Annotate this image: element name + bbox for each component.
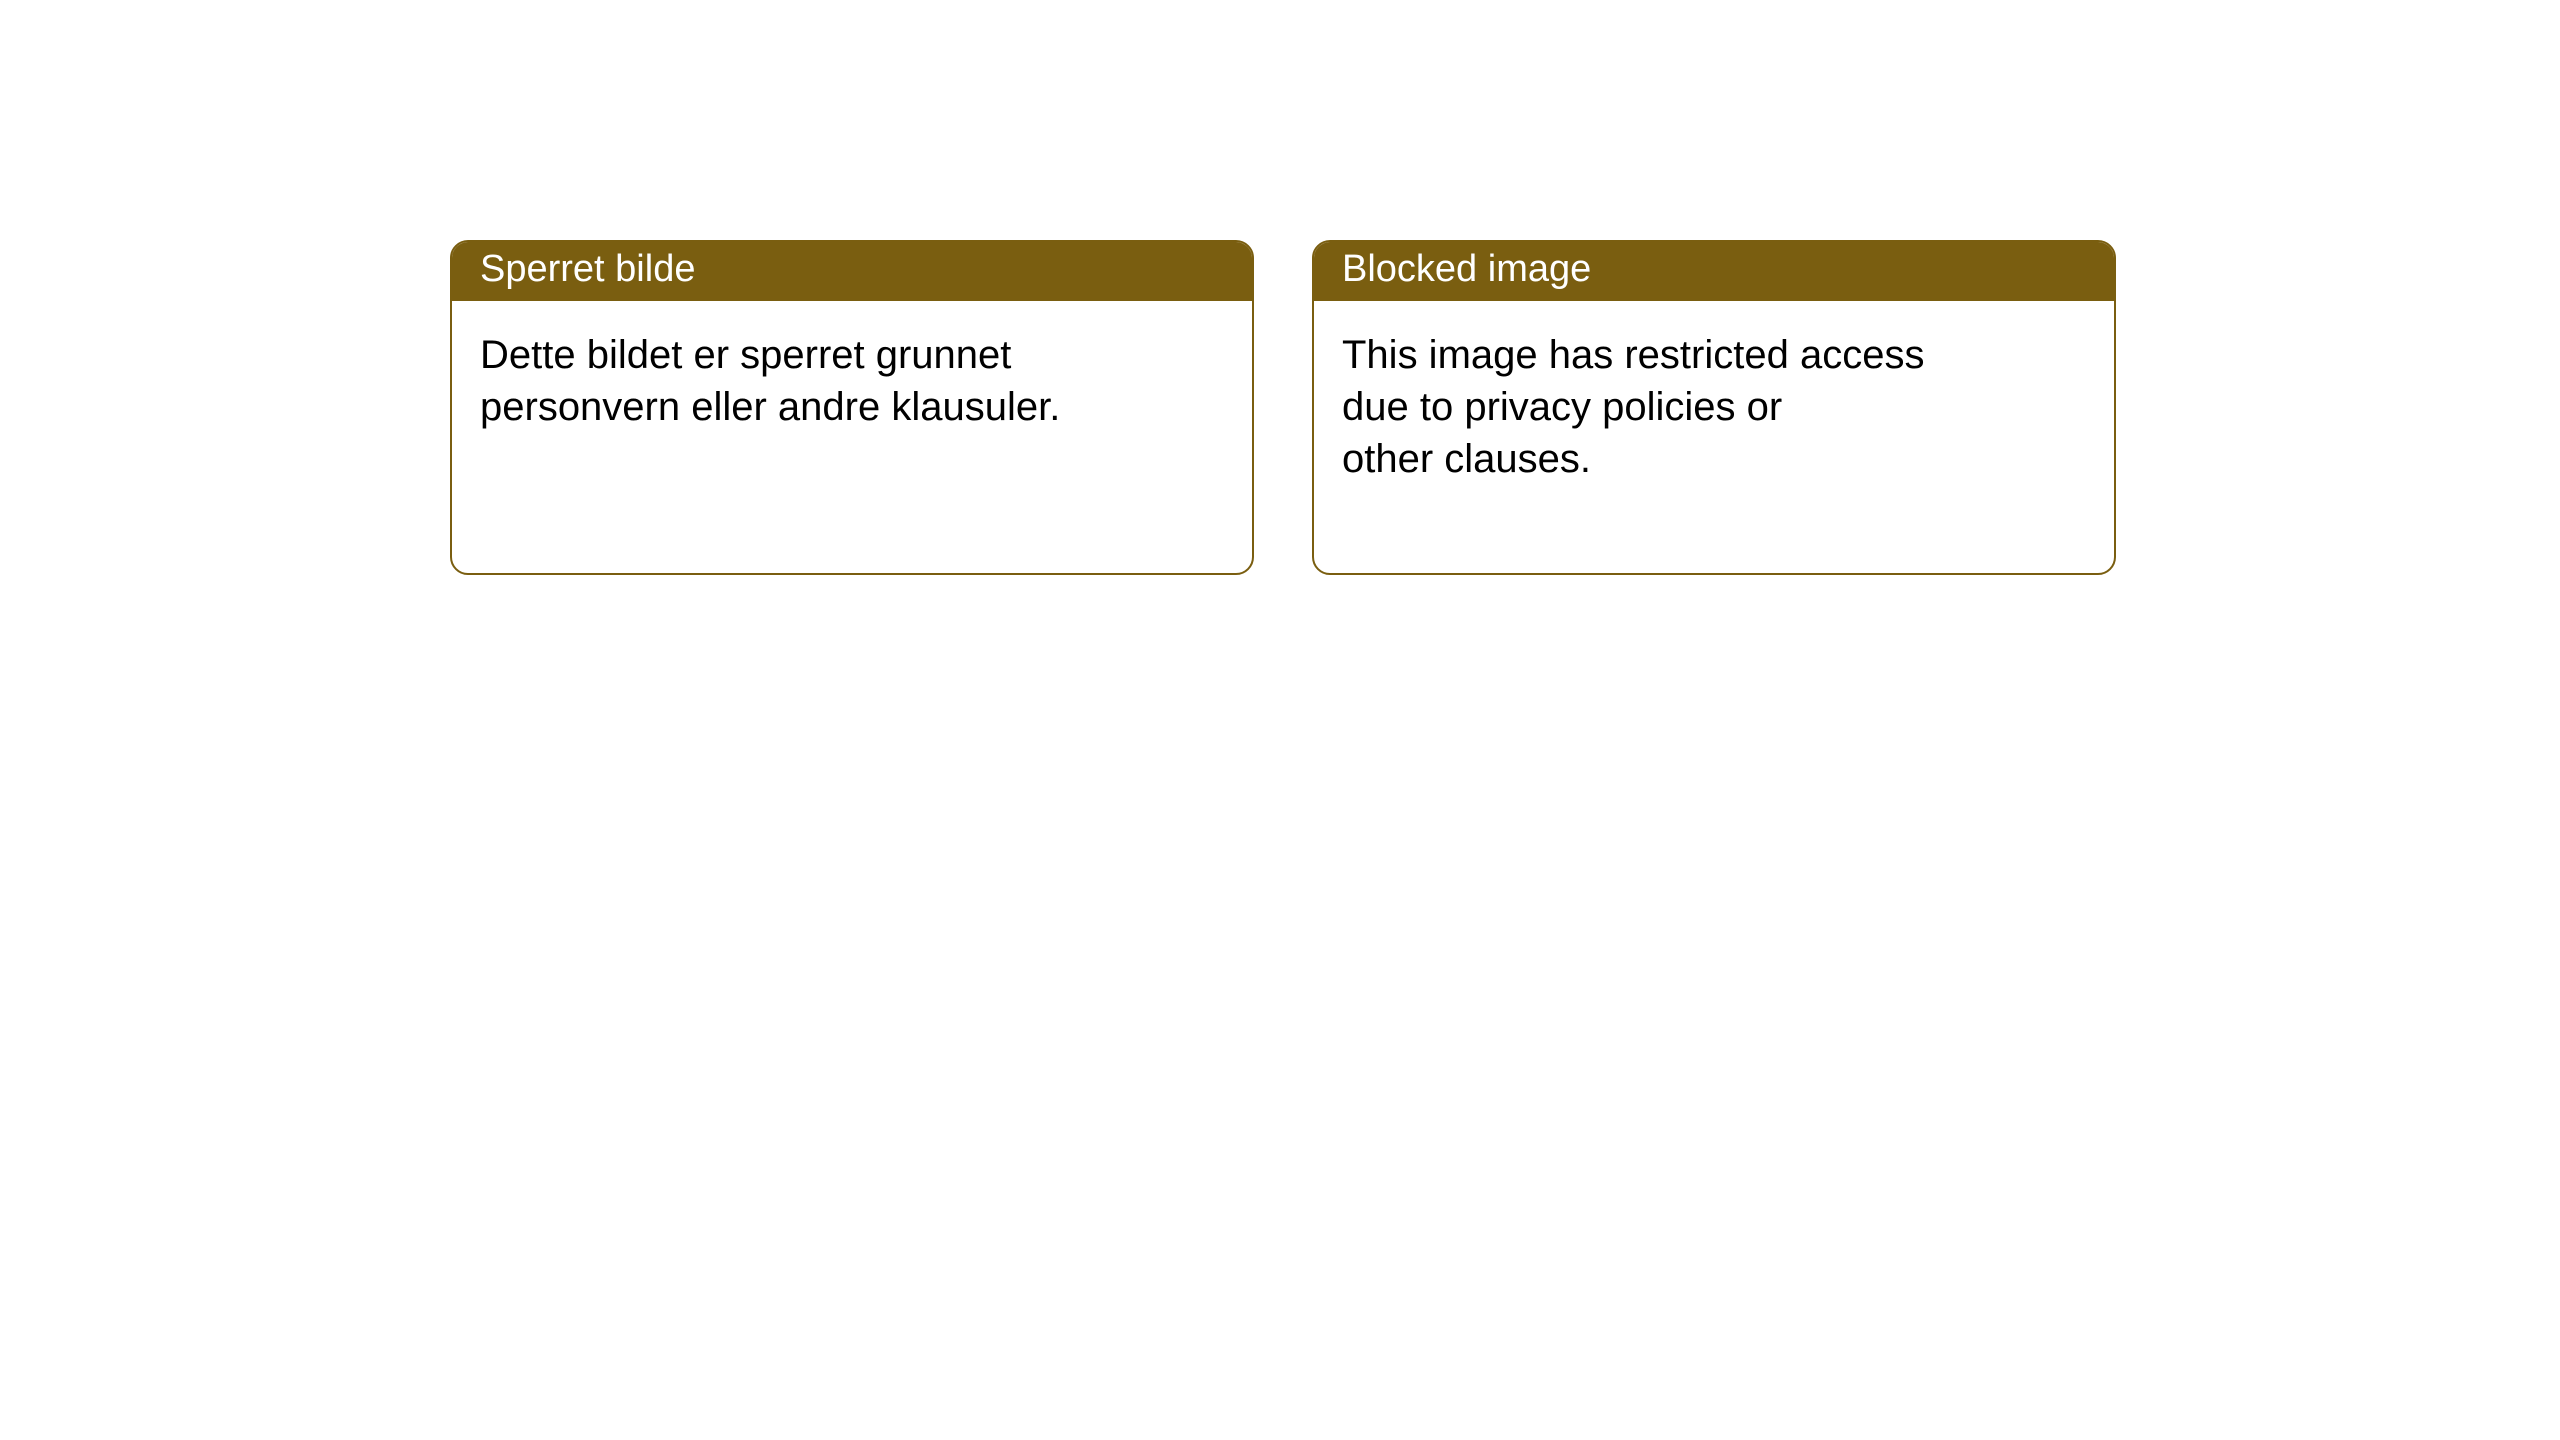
notice-title: Blocked image xyxy=(1342,248,1591,290)
notice-body: This image has restricted access due to … xyxy=(1314,301,1994,513)
notice-header: Blocked image xyxy=(1314,242,2114,301)
notice-card-norwegian: Sperret bilde Dette bildet er sperret gr… xyxy=(450,240,1254,575)
notice-title: Sperret bilde xyxy=(480,248,695,290)
notice-body: Dette bildet er sperret grunnet personve… xyxy=(452,301,1132,461)
notice-body-text: This image has restricted access due to … xyxy=(1342,333,1924,481)
notice-card-english: Blocked image This image has restricted … xyxy=(1312,240,2116,575)
notice-container: Sperret bilde Dette bildet er sperret gr… xyxy=(0,0,2560,575)
notice-header: Sperret bilde xyxy=(452,242,1252,301)
notice-body-text: Dette bildet er sperret grunnet personve… xyxy=(480,333,1060,429)
